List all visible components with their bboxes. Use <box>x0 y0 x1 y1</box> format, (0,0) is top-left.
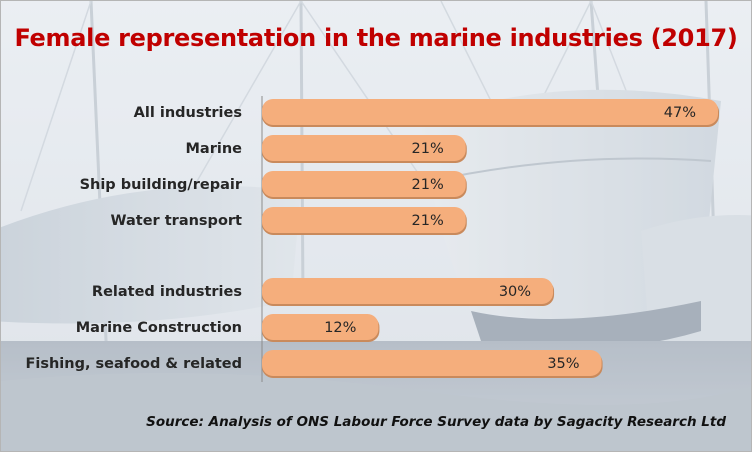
value-label: 47% <box>664 105 696 121</box>
value-label: 21% <box>412 141 444 157</box>
category-label: Related industries <box>92 284 242 300</box>
bars-group: All industries 47% Marine 21% Ship building/… <box>25 99 719 378</box>
bar <box>262 207 466 233</box>
category-label: All industries <box>134 105 242 121</box>
bar <box>262 135 466 161</box>
source-note: Source: Analysis of ONS Labour Force Sur… <box>146 414 726 430</box>
value-label: 21% <box>412 177 444 193</box>
bar <box>262 350 602 376</box>
bar <box>262 99 718 125</box>
category-label: Water transport <box>111 213 243 229</box>
category-label: Fishing, seafood & related <box>25 356 242 372</box>
chart-title: Female representation in the marine indu… <box>14 24 738 52</box>
bar <box>262 314 379 340</box>
bar <box>262 171 466 197</box>
value-label: 35% <box>547 356 579 372</box>
bar <box>262 278 554 304</box>
value-label: 30% <box>499 284 531 300</box>
value-label: 21% <box>412 213 444 229</box>
category-label: Marine <box>186 141 243 157</box>
value-label: 12% <box>324 320 356 336</box>
category-label: Ship building/repair <box>80 177 243 193</box>
category-label: Marine Construction <box>76 320 242 336</box>
